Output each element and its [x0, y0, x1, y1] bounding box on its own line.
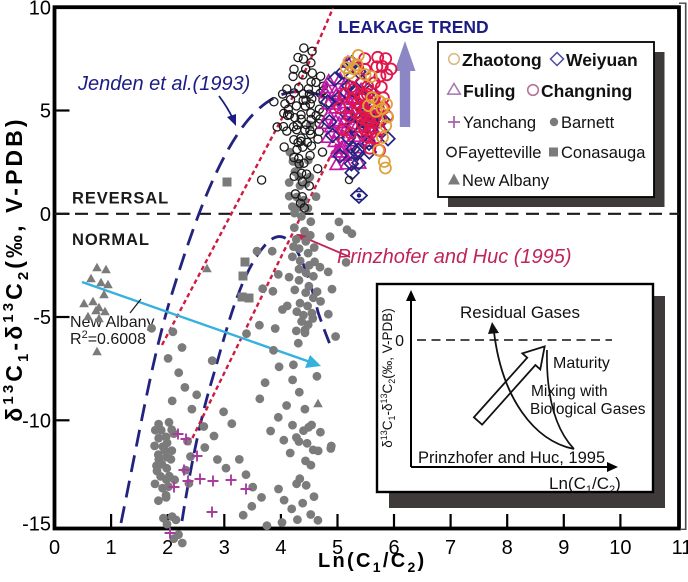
svg-text:4: 4: [275, 537, 286, 559]
svg-text:Ln(C1/C2): Ln(C1/C2): [549, 474, 621, 496]
svg-text:REVERSAL: REVERSAL: [72, 190, 169, 208]
svg-text:Conasauga: Conasauga: [561, 144, 646, 162]
svg-text:0: 0: [40, 204, 51, 226]
svg-text:Ln(C1/C2): Ln(C1/C2): [318, 550, 427, 575]
svg-text:7: 7: [445, 537, 456, 559]
svg-text:-10: -10: [22, 410, 51, 432]
svg-text:Residual Gases: Residual Gases: [460, 303, 580, 322]
svg-text:6: 6: [388, 537, 399, 559]
svg-text:Fuling: Fuling: [463, 81, 515, 101]
svg-text:0: 0: [49, 537, 60, 559]
svg-text:Fayetteville: Fayetteville: [458, 144, 541, 162]
svg-text:1: 1: [106, 537, 117, 559]
svg-text:R2=0.6008: R2=0.6008: [70, 329, 146, 348]
svg-text:New Albany: New Albany: [462, 172, 550, 190]
svg-text:10: 10: [609, 537, 631, 559]
svg-text:Weiyuan: Weiyuan: [566, 50, 638, 70]
svg-text:8: 8: [502, 537, 513, 559]
svg-text:-15: -15: [22, 514, 51, 536]
svg-text:LEAKAGE TREND: LEAKAGE TREND: [338, 17, 489, 37]
svg-text:3: 3: [219, 537, 230, 559]
svg-text:δ13C1-δ13C2(‰, V-PDB): δ13C1-δ13C2(‰, V-PDB): [0, 116, 32, 421]
svg-text:-5: -5: [33, 307, 51, 329]
svg-text:2: 2: [162, 537, 173, 559]
svg-text:Mixing with: Mixing with: [531, 383, 608, 400]
svg-text:0: 0: [395, 333, 404, 350]
svg-text:Prinzhofer and Huc (1995): Prinzhofer and Huc (1995): [337, 246, 572, 268]
svg-text:5: 5: [332, 537, 343, 559]
svg-text:Prinzhofer and Huc, 1995: Prinzhofer and Huc, 1995: [418, 449, 605, 467]
svg-text:Yanchang: Yanchang: [463, 114, 536, 132]
svg-text:Zhaotong: Zhaotong: [462, 50, 542, 70]
svg-text:10: 10: [29, 0, 51, 19]
svg-text:5: 5: [40, 101, 51, 123]
svg-text:Jenden et al.(1993): Jenden et al.(1993): [77, 73, 250, 95]
svg-text:Biological Gases: Biological Gases: [530, 401, 646, 418]
svg-text:9: 9: [558, 537, 569, 559]
svg-text:11: 11: [672, 537, 688, 559]
svg-text:Maturity: Maturity: [553, 355, 610, 372]
svg-text:δ13C1-δ13C2(‰, V-PDB): δ13C1-δ13C2(‰, V-PDB): [379, 308, 397, 448]
svg-text:Changning: Changning: [541, 81, 632, 101]
svg-text:Barnett: Barnett: [561, 114, 615, 132]
svg-text:NORMAL: NORMAL: [72, 231, 150, 249]
